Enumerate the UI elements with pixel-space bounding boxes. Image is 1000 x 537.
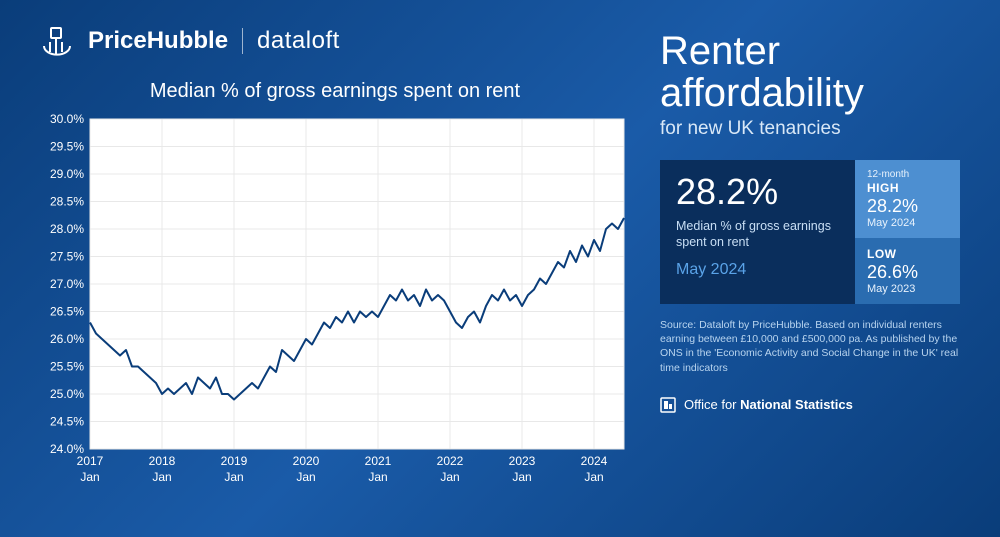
stat-low-value: 26.6% — [867, 263, 948, 281]
stats-main: 28.2% Median % of gross earnings spent o… — [660, 160, 855, 304]
svg-text:26.0%: 26.0% — [50, 332, 84, 346]
svg-text:Jan: Jan — [296, 470, 315, 484]
brand-dataloft: dataloft — [257, 27, 340, 55]
stat-high: 12-month HIGH 28.2% May 2024 — [855, 160, 960, 238]
svg-text:Jan: Jan — [152, 470, 171, 484]
ons-light: Office for — [684, 397, 740, 412]
svg-text:2023: 2023 — [509, 454, 536, 468]
ons-bold: National Statistics — [740, 397, 853, 412]
svg-text:2022: 2022 — [437, 454, 464, 468]
brand-divider — [242, 28, 243, 54]
svg-text:2021: 2021 — [365, 454, 392, 468]
svg-text:24.5%: 24.5% — [50, 415, 84, 429]
headline-line2: affordability — [660, 72, 960, 114]
svg-text:25.5%: 25.5% — [50, 360, 84, 374]
stat-low: LOW 26.6% May 2023 — [855, 238, 960, 304]
svg-text:Jan: Jan — [440, 470, 459, 484]
svg-text:25.0%: 25.0% — [50, 387, 84, 401]
svg-text:Jan: Jan — [80, 470, 99, 484]
stat-high-date: May 2024 — [867, 217, 948, 229]
stats-row: 28.2% Median % of gross earnings spent o… — [660, 160, 960, 304]
stat-high-label: HIGH — [867, 181, 948, 195]
svg-text:28.5%: 28.5% — [50, 195, 84, 209]
svg-text:29.0%: 29.0% — [50, 167, 84, 181]
svg-text:2017: 2017 — [77, 454, 104, 468]
svg-text:Jan: Jan — [368, 470, 387, 484]
svg-text:2019: 2019 — [221, 454, 248, 468]
headline-line1: Renter — [660, 30, 960, 72]
ons-attribution: Office for National Statistics — [660, 397, 960, 413]
svg-text:26.5%: 26.5% — [50, 305, 84, 319]
svg-text:2024: 2024 — [581, 454, 608, 468]
chart-title: Median % of gross earnings spent on rent — [40, 80, 630, 103]
svg-text:2020: 2020 — [293, 454, 320, 468]
headline-sub: for new UK tenancies — [660, 118, 960, 140]
ons-text: Office for National Statistics — [684, 397, 853, 412]
svg-text:Jan: Jan — [224, 470, 243, 484]
stats-main-desc: Median % of gross earnings spent on rent — [676, 218, 839, 251]
header: PriceHubble dataloft — [40, 24, 340, 58]
summary-panel: Renter affordability for new UK tenancie… — [660, 30, 960, 413]
svg-text:30.0%: 30.0% — [50, 113, 84, 126]
stat-high-value: 28.2% — [867, 197, 948, 215]
stats-side: 12-month HIGH 28.2% May 2024 LOW 26.6% M… — [855, 160, 960, 304]
svg-text:27.5%: 27.5% — [50, 250, 84, 264]
svg-text:27.0%: 27.0% — [50, 277, 84, 291]
chart-region: Median % of gross earnings spent on rent… — [40, 80, 630, 500]
svg-text:Jan: Jan — [584, 470, 603, 484]
stat-low-label: LOW — [867, 247, 948, 261]
svg-text:28.0%: 28.0% — [50, 222, 84, 236]
source-text: Source: Dataloft by PriceHubble. Based o… — [660, 318, 960, 375]
line-chart: 24.0%24.5%25.0%25.5%26.0%26.5%27.0%27.5%… — [40, 113, 630, 493]
stats-main-date: May 2024 — [676, 261, 839, 279]
svg-text:2018: 2018 — [149, 454, 176, 468]
pricehubble-logo-icon — [40, 24, 74, 58]
svg-text:Jan: Jan — [512, 470, 531, 484]
stat-low-date: May 2023 — [867, 283, 948, 295]
brand-pricehubble: PriceHubble — [88, 27, 228, 55]
stats-main-value: 28.2% — [676, 174, 839, 210]
stat-high-prefix: 12-month — [867, 169, 948, 180]
ons-logo-icon — [660, 397, 676, 413]
svg-text:29.5%: 29.5% — [50, 140, 84, 154]
